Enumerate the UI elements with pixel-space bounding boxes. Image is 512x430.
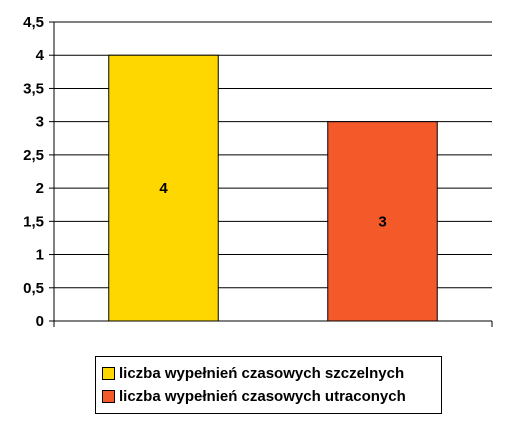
bar-0 [108, 54, 219, 322]
data-label-0: 4 [159, 180, 168, 197]
y-tick-label: 1,5 [23, 213, 44, 230]
y-tick-label: 0 [36, 313, 44, 330]
data-label-1: 3 [378, 213, 386, 230]
y-axis-ticks: 0 0,5 1 1,5 2 2,5 3 3,5 4 4,5 [23, 14, 54, 330]
legend-swatch-szczelnych [102, 367, 115, 380]
legend-swatch-utraconych [102, 390, 115, 403]
y-tick-label: 3,5 [23, 80, 44, 97]
y-tick-label: 0,5 [23, 280, 44, 297]
bar-1 [327, 121, 438, 322]
y-tick-label: 2 [36, 180, 44, 197]
bar-chart: 00,511,522,533,544,5 43 [23, 14, 493, 330]
axes [53, 22, 493, 327]
y-tick-label: 2,5 [23, 147, 44, 164]
y-tick-label: 3 [36, 114, 44, 131]
legend: liczba wypełnień czasowych szczelnych li… [95, 356, 442, 414]
legend-label-szczelnych: liczba wypełnień czasowych szczelnych [119, 365, 405, 382]
bars [108, 54, 438, 322]
data-labels: 43 [159, 180, 386, 230]
legend-item-utraconych: liczba wypełnień czasowych utraconych [102, 385, 441, 408]
legend-label-utraconych: liczba wypełnień czasowych utraconych [119, 388, 406, 405]
y-tick-label: 4,5 [23, 14, 44, 31]
y-tick-label: 1 [36, 247, 44, 264]
y-tick-label: 4 [36, 47, 45, 64]
legend-item-szczelnych: liczba wypełnień czasowych szczelnych [102, 362, 441, 385]
